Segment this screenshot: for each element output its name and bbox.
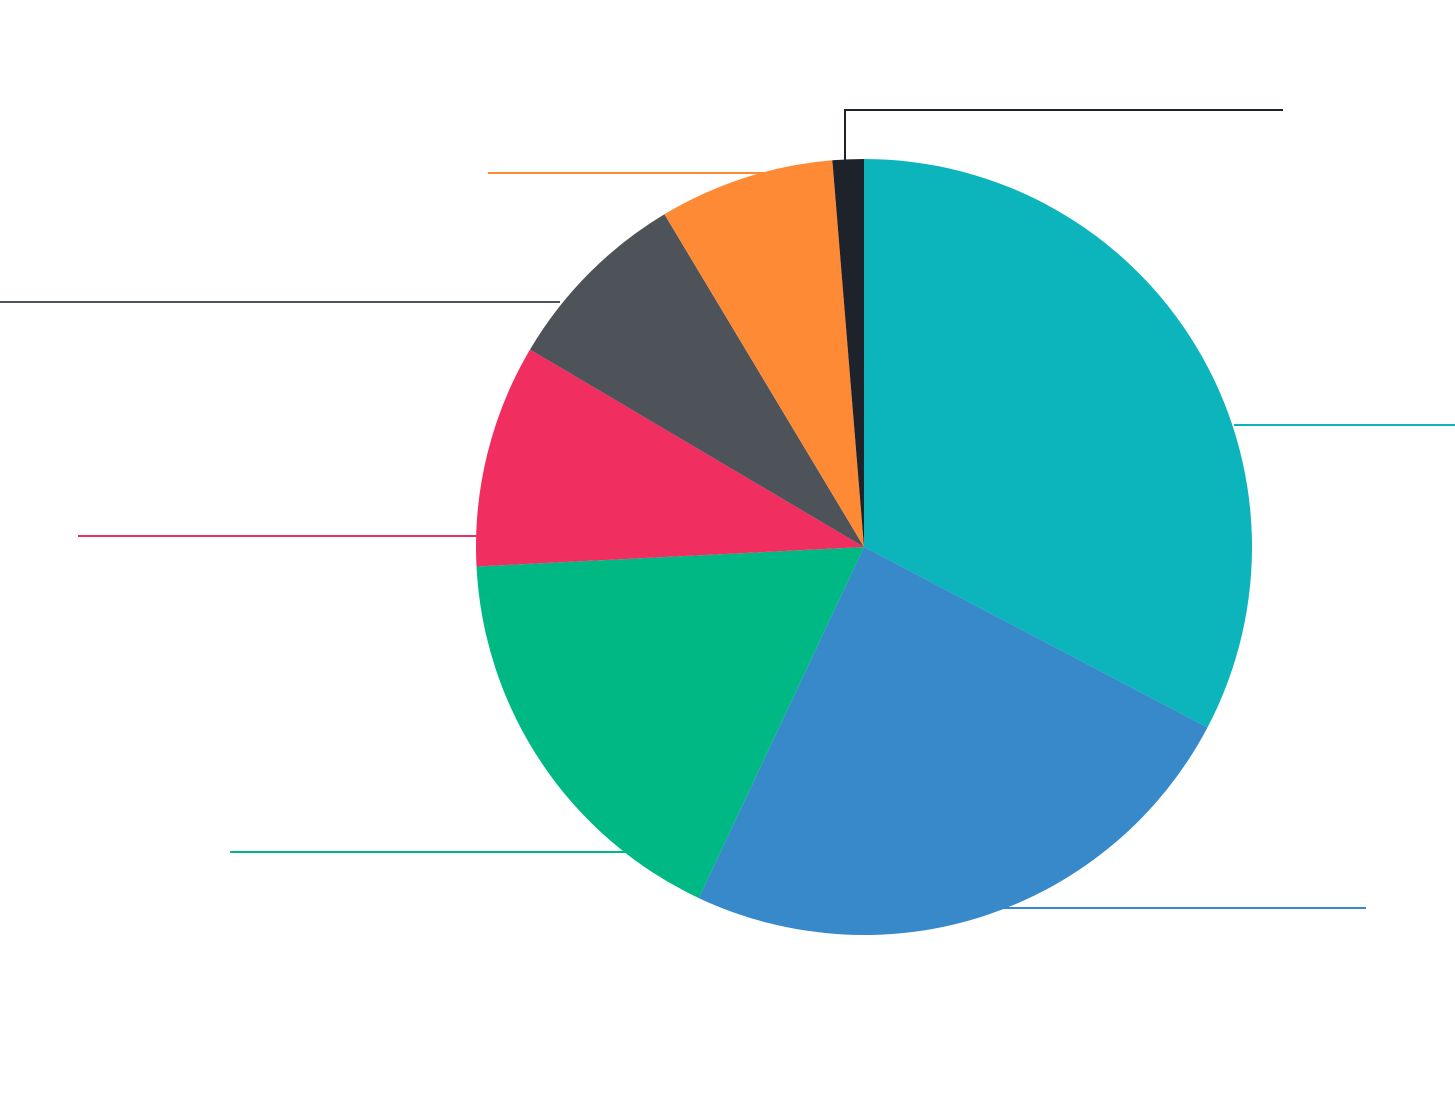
pie-slice-4 <box>475 349 864 567</box>
pie-slice-1 <box>864 159 1253 728</box>
leader-lines <box>0 109 1455 909</box>
pie-slice-5 <box>530 214 864 547</box>
pie-slice-7 <box>832 158 864 547</box>
pie-slice-2 <box>698 547 1208 935</box>
pie-slices <box>475 158 1253 935</box>
leader-line-7 <box>844 109 1283 160</box>
pie-slice-3 <box>476 547 864 899</box>
pie-slice-6 <box>664 160 864 548</box>
